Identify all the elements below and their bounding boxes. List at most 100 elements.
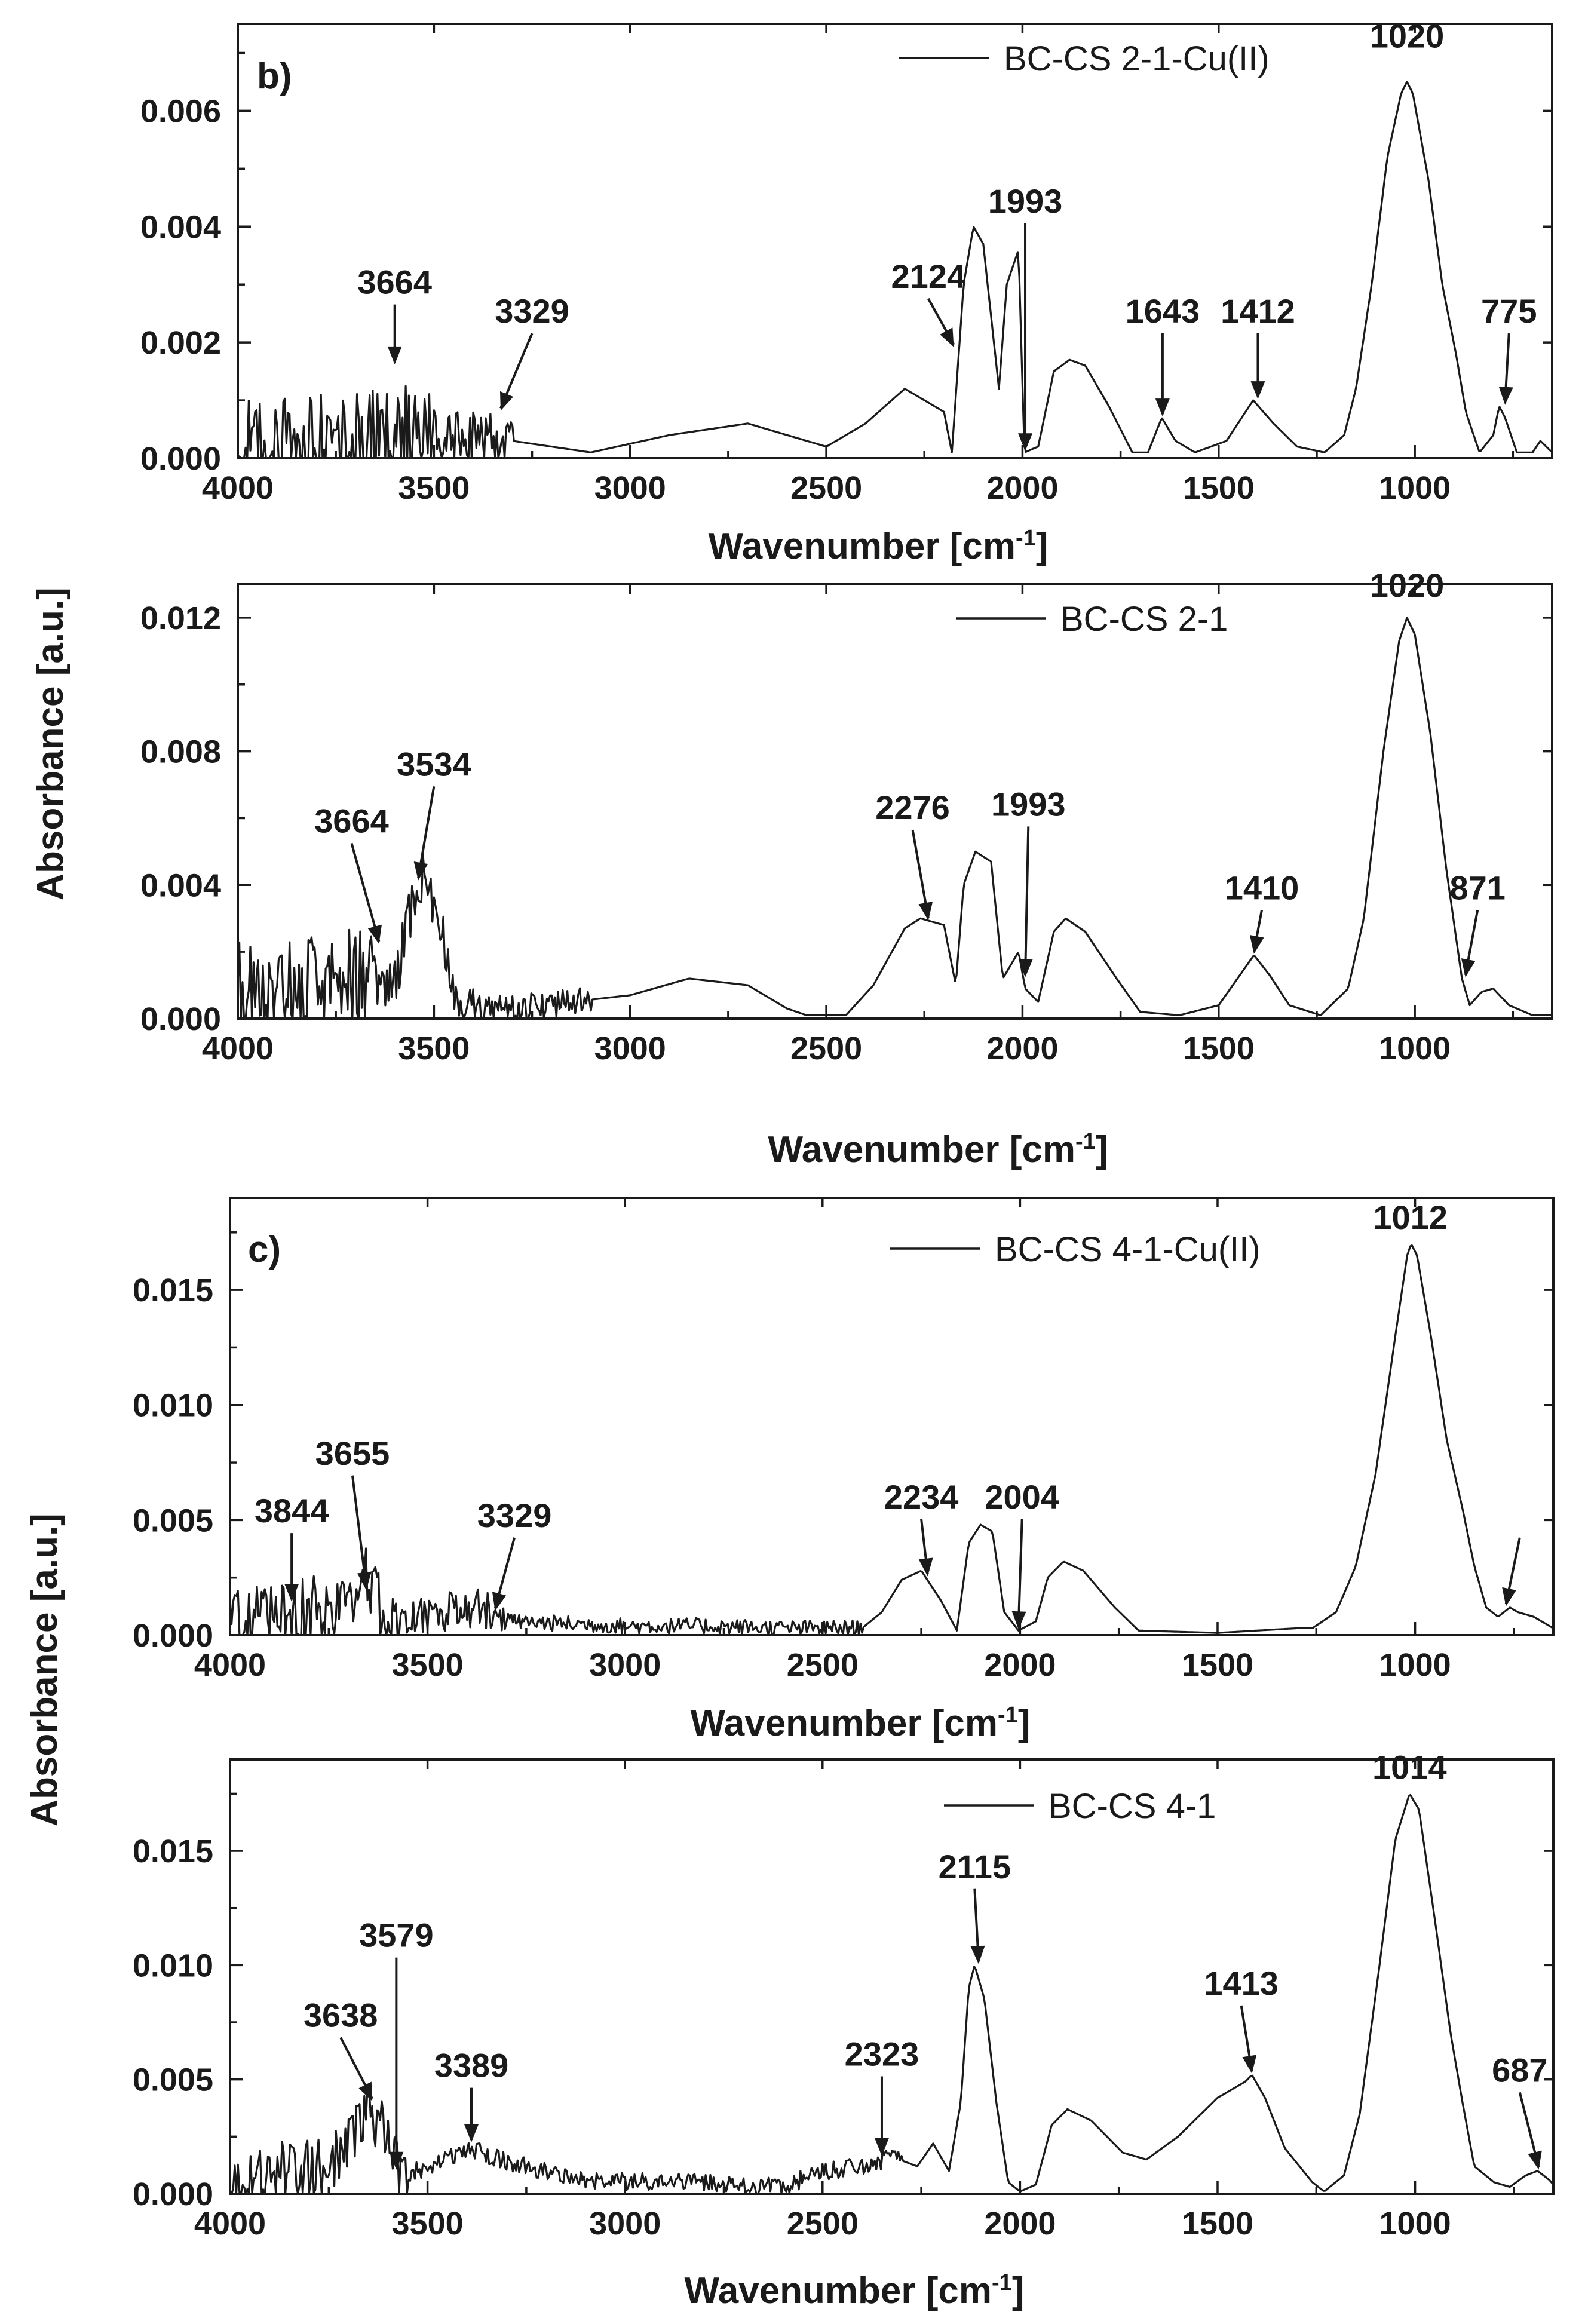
x-tick-label: 1000 bbox=[1379, 2206, 1451, 2242]
spectrum-line bbox=[237, 617, 1552, 1020]
y-axis-label: Absorbance [a.u.] bbox=[30, 587, 71, 900]
x-tick-label: 4000 bbox=[202, 1031, 274, 1066]
x-tick-label: 3000 bbox=[594, 470, 666, 506]
x-axis-label-end: ] bbox=[1018, 1703, 1031, 1744]
x-tick-label: 4000 bbox=[194, 1647, 266, 1683]
peak-arrowhead bbox=[464, 2124, 479, 2142]
peak-label: 3329 bbox=[495, 292, 569, 330]
peak-label: 3664 bbox=[357, 263, 432, 301]
peak-label: 3664 bbox=[314, 802, 389, 839]
x-tick-label: 2000 bbox=[986, 1031, 1058, 1066]
peak-label: 3655 bbox=[315, 1434, 390, 1472]
peak-label: 2115 bbox=[939, 1848, 1011, 1885]
y-tick-label: 0.004 bbox=[140, 867, 221, 903]
x-tick-label: 4000 bbox=[202, 470, 274, 506]
plot-frame bbox=[237, 583, 1553, 1020]
y-tick-label: 0.005 bbox=[133, 2062, 213, 2098]
peak-label: 2004 bbox=[985, 1478, 1059, 1516]
peak-arrowhead bbox=[1155, 398, 1170, 417]
x-tick-label: 2000 bbox=[986, 470, 1058, 506]
peak-label: 2234 bbox=[884, 1478, 959, 1516]
peak-arrowhead bbox=[1498, 387, 1513, 405]
x-tick-label: 3500 bbox=[398, 470, 470, 506]
x-axis-label: Wavenumber [cm-1] bbox=[691, 1703, 1031, 1744]
peak-label: 687 bbox=[1492, 2051, 1547, 2089]
peak-arrow bbox=[1024, 826, 1030, 975]
y-tick-label: 0.000 bbox=[133, 1618, 213, 1654]
x-tick-label: 3000 bbox=[589, 1647, 661, 1683]
x-tick-label: 3500 bbox=[398, 1031, 470, 1066]
peak-arrowhead bbox=[367, 924, 382, 944]
peak-label: 3389 bbox=[434, 2047, 509, 2084]
y-tick-label: 0.004 bbox=[140, 209, 221, 245]
peak-arrowhead bbox=[1502, 1587, 1516, 1606]
x-tick-label: 4000 bbox=[194, 2206, 266, 2242]
peak-arrow bbox=[350, 842, 381, 942]
y-tick-label: 0.005 bbox=[133, 1503, 213, 1538]
panel-label: c) bbox=[248, 1229, 281, 1270]
y-tick-label: 0.000 bbox=[133, 2176, 213, 2212]
x-tick-label: 3500 bbox=[392, 1647, 464, 1683]
panel-0-marks: 4000 3500 3000 2500 2000 1500 1000 0.000 0.002 0.… bbox=[140, 17, 1552, 506]
x-tick-label: 2500 bbox=[790, 1031, 862, 1066]
spectrum-line bbox=[230, 1794, 1553, 2195]
panel-label: b) bbox=[257, 56, 292, 97]
y-tick-label: 0.010 bbox=[133, 1388, 213, 1424]
peak-arrow bbox=[351, 1475, 368, 1589]
peak-arrowhead bbox=[1018, 433, 1033, 452]
x-axis-label-sup: -1 bbox=[992, 2270, 1012, 2295]
x-tick-label: 1000 bbox=[1379, 470, 1451, 506]
y-axis-label: Absorbance [a.u.] bbox=[24, 1513, 65, 1826]
peak-label: 3329 bbox=[477, 1497, 552, 1534]
x-tick-label: 3000 bbox=[589, 2206, 661, 2242]
x-tick-label: 3000 bbox=[594, 1031, 666, 1066]
legend-label: BC-CS 2-1-Cu(II) bbox=[1004, 39, 1270, 78]
panel-b-top: 4000 3500 3000 2500 2000 1500 1000 0.000 0.002 0.… bbox=[140, 17, 1553, 567]
peak-label: 1412 bbox=[1221, 292, 1295, 330]
peak-label: 3638 bbox=[303, 1997, 378, 2034]
x-tick-label: 1000 bbox=[1379, 1647, 1451, 1683]
peak-label: 1020 bbox=[1370, 566, 1445, 604]
plot-frame bbox=[229, 1758, 1555, 2195]
peak-arrowhead bbox=[499, 391, 514, 411]
plot-frame bbox=[229, 1197, 1555, 1636]
x-axis-label-end: ] bbox=[1012, 2270, 1025, 2311]
x-tick-label: 1500 bbox=[1183, 470, 1255, 506]
peak-label: 2276 bbox=[875, 789, 950, 826]
panel-1-marks: 4000 3500 3000 2500 2000 1500 1000 0.000 0.004 0.… bbox=[140, 566, 1552, 1066]
y-tick-label: 0.006 bbox=[140, 93, 221, 129]
peak-arrowhead bbox=[874, 2138, 889, 2156]
x-tick-label: 3500 bbox=[392, 2206, 464, 2242]
peak-arrowhead bbox=[970, 1945, 985, 1964]
panel-2-marks: 4000 3500 3000 2500 2000 1500 1000 0.000 0.005 0.… bbox=[133, 1198, 1553, 1683]
x-tick-label: 2000 bbox=[984, 1647, 1056, 1683]
panel-c-bottom: 4000 3500 3000 2500 2000 1500 1000 0.000 0.005 0.… bbox=[133, 1748, 1555, 2311]
peak-arrowhead bbox=[1250, 381, 1265, 400]
x-axis-label-sup: -1 bbox=[1075, 1129, 1096, 1154]
x-tick-label: 2500 bbox=[787, 2206, 859, 2242]
x-tick-label: 1500 bbox=[1183, 1031, 1255, 1066]
x-axis-label-main: Wavenumber [cm bbox=[691, 1703, 998, 1744]
peak-arrowhead bbox=[358, 2081, 373, 2101]
peak-label: 1012 bbox=[1373, 1198, 1448, 1236]
peak-arrowhead bbox=[413, 861, 428, 881]
peak-label: 871 bbox=[1450, 869, 1506, 906]
peak-label: 1643 bbox=[1126, 292, 1200, 330]
legend-label: BC-CS 4-1-Cu(II) bbox=[995, 1230, 1261, 1269]
peak-label: 775 bbox=[1481, 292, 1537, 330]
peak-arrowhead bbox=[389, 2151, 404, 2170]
peak-arrow bbox=[1017, 1519, 1023, 1627]
y-tick-label: 0.000 bbox=[140, 1001, 221, 1037]
x-tick-label: 2000 bbox=[984, 2206, 1056, 2242]
peak-arrowhead bbox=[1249, 934, 1264, 954]
x-axis-label-main: Wavenumber [cm bbox=[768, 1129, 1076, 1170]
x-tick-label: 1500 bbox=[1182, 2206, 1253, 2242]
panel-3-marks: 4000 3500 3000 2500 2000 1500 1000 0.000 0.005 0.… bbox=[133, 1748, 1553, 2242]
y-tick-label: 0.010 bbox=[133, 1948, 213, 1983]
peak-label: 2323 bbox=[845, 2035, 919, 2073]
x-axis-label-end: ] bbox=[1036, 526, 1049, 567]
y-tick-label: 0.012 bbox=[140, 600, 221, 636]
peak-label: 1993 bbox=[988, 182, 1063, 220]
y-tick-label: 0.000 bbox=[140, 441, 221, 477]
